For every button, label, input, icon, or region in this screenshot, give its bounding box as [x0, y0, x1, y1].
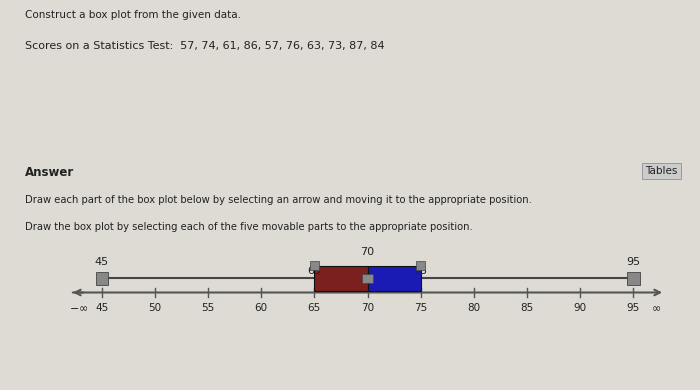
Bar: [626, 272, 640, 285]
Text: Scores on a Statistics Test:  57, 74, 61, 86, 57, 76, 63, 73, 87, 84: Scores on a Statistics Test: 57, 74, 61,…: [25, 41, 384, 51]
Bar: [416, 261, 425, 270]
Bar: [95, 272, 108, 285]
Text: 50: 50: [148, 303, 162, 313]
Bar: [314, 266, 368, 291]
Bar: [368, 266, 421, 291]
Text: Draw each part of the box plot below by selecting an arrow and moving it to the : Draw each part of the box plot below by …: [25, 195, 531, 205]
Text: Draw the box plot by selecting each of the five movable parts to the appropriate: Draw the box plot by selecting each of t…: [25, 222, 472, 232]
Text: 90: 90: [573, 303, 587, 313]
Text: 70: 70: [361, 303, 374, 313]
Text: Answer: Answer: [25, 166, 74, 179]
Text: 85: 85: [520, 303, 533, 313]
Bar: [310, 261, 319, 270]
Text: 45: 45: [94, 257, 109, 267]
Text: 60: 60: [255, 303, 268, 313]
Text: $\infty$: $\infty$: [652, 303, 662, 313]
Text: Construct a box plot from the given data.: Construct a box plot from the given data…: [25, 10, 241, 20]
Text: Tables: Tables: [645, 166, 678, 176]
Text: 45: 45: [95, 303, 108, 313]
Text: 55: 55: [202, 303, 215, 313]
Text: 80: 80: [467, 303, 480, 313]
Text: 65: 65: [308, 303, 321, 313]
Text: 95: 95: [626, 303, 640, 313]
Text: $-\infty$: $-\infty$: [69, 303, 88, 313]
Text: 65: 65: [307, 266, 321, 276]
Text: 75: 75: [414, 303, 427, 313]
Text: 95: 95: [626, 257, 641, 267]
Text: 75: 75: [414, 266, 428, 276]
Bar: [362, 274, 373, 283]
Text: 70: 70: [360, 247, 374, 257]
